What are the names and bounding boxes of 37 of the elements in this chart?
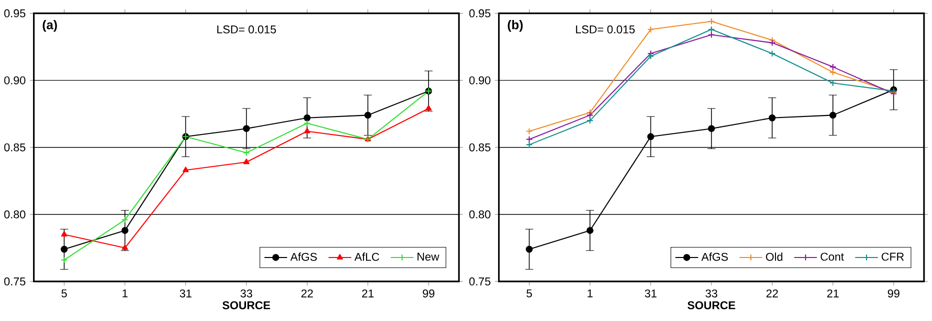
x-axis-title: SOURCE [688, 301, 736, 310]
annotation: LSD= 0.015 [217, 25, 276, 34]
x-tick-label: 1 [588, 289, 593, 298]
x-tick-label: 5 [526, 289, 532, 298]
legend-label: AfGS [290, 252, 317, 261]
x-axis-title: SOURCE [222, 301, 270, 310]
x-tick-label: 21 [827, 289, 839, 298]
legend-label: AfLC [354, 252, 380, 261]
y-tick-label: 0.75 [4, 277, 26, 286]
x-tick-label: 21 [362, 289, 374, 298]
x-tick-label: 31 [644, 289, 656, 298]
legend-label: Cont [820, 252, 844, 261]
y-tick-label: 0.90 [4, 76, 26, 84]
x-tick-label: 33 [706, 289, 718, 298]
x-tick-label: 33 [240, 289, 252, 298]
x-tick-label: 99 [888, 289, 900, 298]
x-tick-label: 31 [180, 289, 192, 298]
y-tick-label: 0.85 [4, 143, 26, 152]
y-tick-label: 0.75 [469, 277, 490, 286]
x-tick-label: 1 [122, 289, 128, 298]
x-tick-label: 22 [766, 289, 778, 298]
x-tick-label: 99 [422, 289, 434, 298]
y-tick-label: 0.90 [469, 76, 490, 84]
x-tick-label: 5 [62, 289, 67, 298]
annotation: (b) [508, 20, 523, 32]
annotation: (a) [42, 20, 57, 32]
y-tick-label: 0.95 [4, 9, 26, 18]
y-tick-label: 0.85 [469, 143, 490, 152]
legend-label: Old [766, 252, 782, 261]
y-tick-label: 0.80 [469, 210, 490, 218]
annotation: LSD= 0.015 [576, 25, 635, 34]
legend-label: New [418, 252, 440, 260]
legend-label: AfGS [701, 252, 728, 261]
y-tick-label: 0.80 [4, 210, 26, 218]
y-tick-label: 0.95 [469, 9, 490, 18]
legend-label: CFR [882, 252, 904, 261]
x-tick-label: 22 [301, 289, 313, 298]
